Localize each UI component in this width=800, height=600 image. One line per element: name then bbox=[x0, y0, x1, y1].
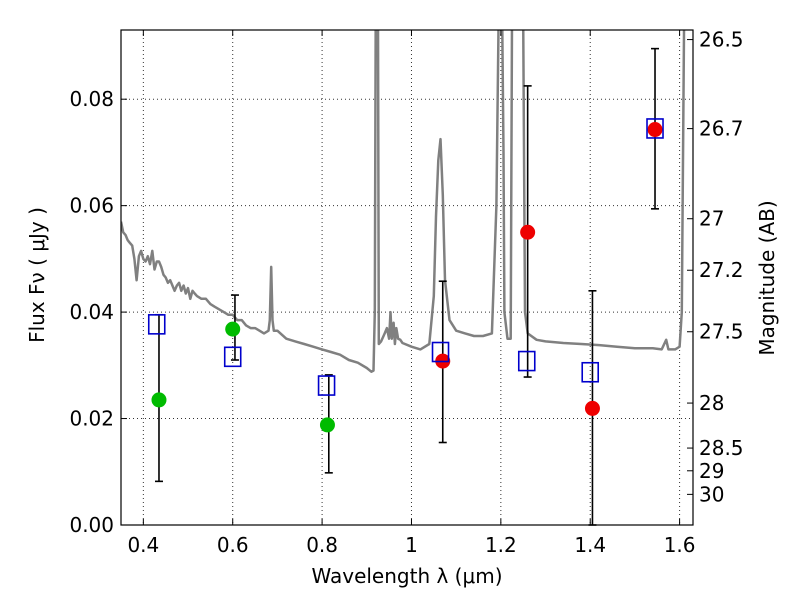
magnitude-tick-label: 26.7 bbox=[699, 117, 744, 141]
observed-point bbox=[584, 400, 600, 416]
x-tick-label: 1.4 bbox=[574, 533, 606, 557]
model-spectrum-layer bbox=[121, 30, 686, 373]
model-band-square bbox=[431, 341, 450, 363]
observed-point bbox=[319, 417, 335, 433]
plot-frame bbox=[120, 29, 694, 526]
observed-point bbox=[520, 224, 536, 240]
x-tick-label: 0.6 bbox=[217, 533, 249, 557]
model-band-square bbox=[147, 314, 166, 335]
x-tick-label: 1.2 bbox=[485, 533, 517, 557]
y-tick-label: 0.04 bbox=[69, 300, 114, 324]
observed-point bbox=[647, 122, 663, 138]
markers bbox=[147, 118, 664, 433]
y2-axis-label: Magnitude (AB) bbox=[755, 200, 779, 355]
x-tick-label: 1.6 bbox=[664, 533, 696, 557]
magnitude-tick-label: 28.5 bbox=[699, 436, 744, 460]
observed-point bbox=[225, 321, 241, 337]
observed-point bbox=[151, 392, 167, 408]
model-band-square bbox=[517, 350, 536, 372]
magnitude-tick-label: 28 bbox=[699, 391, 724, 415]
y-tick-label: 0.00 bbox=[69, 513, 114, 537]
model-band-square bbox=[223, 346, 242, 368]
magnitude-tick-label: 27.5 bbox=[699, 320, 744, 344]
x-tick-label: 0.4 bbox=[127, 533, 159, 557]
y-axis-label: Flux Fν ( μJy ) bbox=[25, 207, 49, 343]
x-axis-label: Wavelength λ (μm) bbox=[311, 564, 502, 588]
y-tick-label: 0.08 bbox=[69, 87, 114, 111]
plot-background bbox=[121, 30, 693, 525]
model-band-square bbox=[317, 375, 336, 396]
x-tick-label: 0.8 bbox=[306, 533, 338, 557]
model-band-square bbox=[581, 361, 600, 383]
model-band-square bbox=[646, 118, 664, 139]
magnitude-tick-label: 30 bbox=[699, 482, 724, 506]
magnitude-tick-label: 26.5 bbox=[699, 28, 744, 52]
y-tick-label: 0.06 bbox=[69, 194, 114, 218]
magnitude-tick-label: 29 bbox=[699, 459, 724, 483]
ticks bbox=[121, 30, 693, 526]
magnitude-tick-label: 27.2 bbox=[699, 258, 744, 282]
tick-labels: 0.4 0.6 0.8 1 1.2 1.4 1.6 0.00 0.02 0.04 0.06 0.08 2… bbox=[69, 28, 743, 557]
model-spectrum-line bbox=[121, 30, 686, 373]
y-tick-label: 0.02 bbox=[69, 407, 114, 431]
magnitude-tick-label: 27 bbox=[699, 207, 724, 231]
x-tick-label: 1 bbox=[405, 533, 418, 557]
